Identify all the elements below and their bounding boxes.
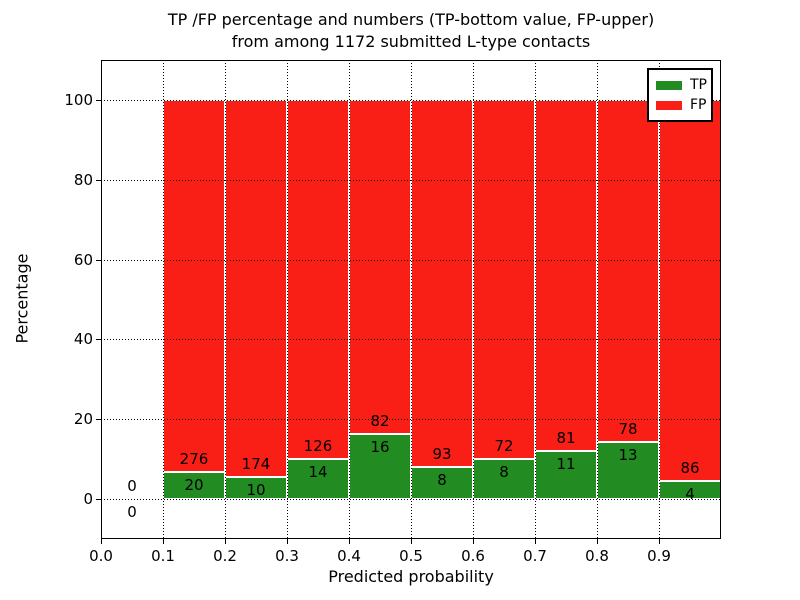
gridline-horizontal (101, 339, 721, 341)
x-tick-mark (597, 539, 598, 544)
x-tick-label: 0.2 (213, 547, 237, 565)
gridline-vertical (473, 60, 474, 539)
gridline-vertical (659, 60, 660, 539)
fp-count-label: 81 (556, 429, 576, 448)
gridline-vertical (225, 60, 226, 539)
tp-count-label: 20 (184, 476, 204, 495)
fp-bar-segment (535, 99, 597, 452)
y-tick-label: 100 (64, 90, 93, 109)
x-tick-label: 0.8 (585, 547, 609, 565)
tp-count-label: 10 (246, 481, 266, 500)
legend-label-tp: TP (690, 77, 707, 93)
x-tick-label: 0.9 (647, 547, 671, 565)
x-axis-label: Predicted probability (328, 567, 494, 586)
fp-count-label: 276 (179, 450, 209, 469)
tp-count-label: 16 (370, 437, 390, 456)
tp-count-label: 8 (499, 463, 509, 482)
tp-bar-segment (535, 451, 597, 500)
gridline-vertical (535, 60, 536, 539)
x-tick-label: 0.1 (151, 547, 175, 565)
gridline-horizontal (101, 99, 721, 101)
fp-bar-segment (597, 99, 659, 443)
fp-count-label: 82 (370, 411, 390, 430)
gridline-vertical (349, 60, 350, 539)
gridline-horizontal (101, 499, 721, 501)
x-tick-label: 0.4 (337, 547, 361, 565)
x-tick-label: 0.5 (399, 547, 423, 565)
fp-count-label: 86 (680, 459, 700, 478)
fp-bar-segment (659, 99, 721, 482)
x-tick-mark (163, 539, 164, 544)
legend: TP FP (647, 68, 713, 122)
fp-bar-segment (287, 99, 349, 460)
fp-count-label: 78 (618, 420, 638, 439)
tp-bar-segment (473, 459, 535, 500)
y-tick-mark (96, 259, 101, 261)
fp-count-label: 0 (127, 477, 137, 496)
chart-title: TP /FP percentage and numbers (TP-bottom… (111, 9, 711, 53)
y-tick-mark (96, 499, 101, 501)
gridline-vertical (163, 60, 164, 539)
x-tick-mark (225, 539, 226, 544)
y-tick-label: 80 (73, 170, 93, 189)
fp-bar-segment (225, 99, 287, 478)
x-tick-mark (287, 539, 288, 544)
chart-title-line2: from among 1172 submitted L-type contact… (231, 32, 591, 51)
legend-entry-fp: FP (656, 95, 707, 115)
tp-count-label: 8 (437, 471, 447, 490)
x-tick-mark (349, 539, 350, 544)
fp-bar-segment (349, 99, 411, 434)
fp-bar-segment (163, 99, 225, 473)
legend-swatch-tp (656, 80, 682, 90)
x-tick-label: 0.7 (523, 547, 547, 565)
y-tick-mark (96, 99, 101, 101)
tp-bar-segment (163, 472, 225, 500)
gridline-vertical (597, 60, 598, 539)
fp-count-label: 126 (303, 437, 333, 456)
y-tick-label: 40 (73, 330, 93, 349)
gridline-horizontal (101, 259, 721, 261)
legend-label-fp: FP (690, 97, 707, 113)
fp-bar-segment (473, 99, 535, 460)
fp-count-label: 72 (494, 437, 514, 456)
tp-count-label: 4 (685, 485, 695, 504)
x-tick-mark (411, 539, 412, 544)
tp-count-label: 14 (308, 463, 328, 482)
x-tick-label: 0.0 (89, 547, 113, 565)
y-tick-label: 0 (83, 490, 93, 509)
legend-swatch-fp (656, 100, 682, 110)
x-tick-mark (535, 539, 536, 544)
gridline-vertical (411, 60, 412, 539)
x-tick-mark (101, 539, 102, 544)
gridline-horizontal (101, 179, 721, 181)
fp-count-label: 93 (432, 445, 452, 464)
gridline-horizontal (101, 419, 721, 421)
gridline-vertical (287, 60, 288, 539)
tp-count-label: 11 (556, 455, 576, 474)
legend-entry-tp: TP (656, 75, 707, 95)
tp-count-label: 13 (618, 446, 638, 465)
y-axis-label: Percentage (12, 253, 32, 344)
fp-bar-segment (411, 99, 473, 468)
x-tick-label: 0.6 (461, 547, 485, 565)
tp-bar-segment (597, 442, 659, 500)
x-tick-mark (659, 539, 660, 544)
tp-count-label: 0 (127, 503, 137, 522)
tp-bar-segment (411, 467, 473, 500)
y-tick-mark (96, 179, 101, 181)
fp-count-label: 174 (241, 455, 271, 474)
y-tick-mark (96, 339, 101, 341)
y-tick-mark (96, 419, 101, 421)
y-tick-label: 60 (73, 250, 93, 269)
y-tick-label: 20 (73, 410, 93, 429)
chart-title-line1: TP /FP percentage and numbers (TP-bottom… (167, 10, 655, 29)
x-tick-mark (473, 539, 474, 544)
x-tick-label: 0.3 (275, 547, 299, 565)
